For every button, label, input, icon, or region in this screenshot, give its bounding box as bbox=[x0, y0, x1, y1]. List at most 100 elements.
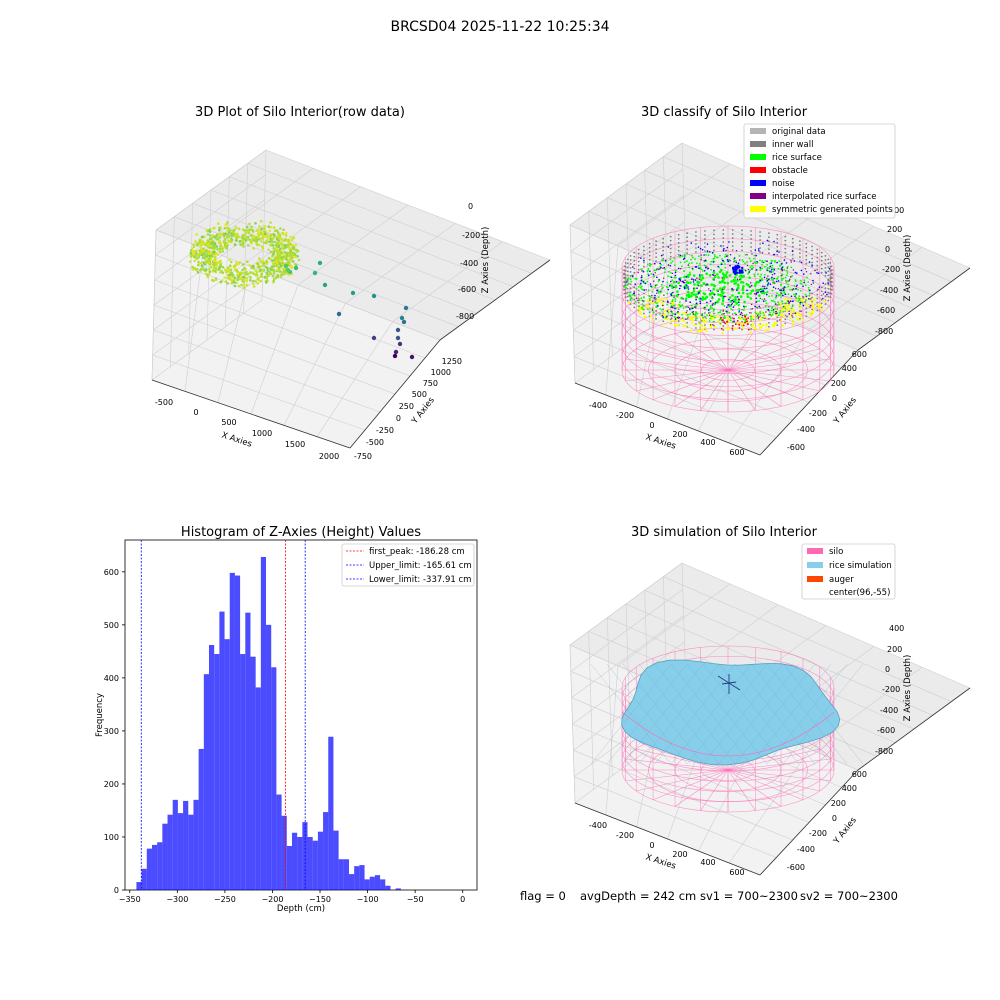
raw-point bbox=[279, 251, 283, 254]
noise-point bbox=[760, 291, 762, 293]
simulation-x-tick: 600 bbox=[729, 868, 744, 877]
raw-point bbox=[272, 279, 276, 283]
interpolated-point bbox=[790, 259, 792, 261]
interpolated-point bbox=[791, 315, 793, 317]
raw-point bbox=[218, 229, 221, 232]
interpolated-point bbox=[810, 283, 812, 286]
histogram-bar bbox=[203, 674, 209, 890]
inner-wall-point bbox=[731, 249, 734, 251]
raw-point bbox=[233, 268, 237, 271]
raw-point bbox=[236, 276, 240, 279]
inner-wall-point bbox=[626, 270, 629, 273]
rice-surface-point bbox=[780, 296, 782, 298]
rice-surface-point bbox=[706, 314, 708, 316]
rice-surface-point bbox=[696, 312, 699, 315]
noise-point bbox=[783, 259, 786, 261]
interpolated-point bbox=[695, 305, 697, 307]
rice-surface-point bbox=[674, 316, 677, 319]
raw-point bbox=[223, 238, 227, 242]
raw-point bbox=[242, 286, 246, 289]
raw-point bbox=[278, 254, 282, 257]
noise-point bbox=[782, 294, 784, 297]
inner-wall-point bbox=[637, 301, 640, 304]
raw-point bbox=[350, 290, 356, 296]
classify-plot-z-ticks: 400 200 0 -200 -400 -600 -800 bbox=[875, 206, 904, 336]
noise-point bbox=[670, 294, 673, 297]
histogram-bar bbox=[209, 645, 215, 890]
raw-point bbox=[208, 259, 211, 263]
rice-surface-point bbox=[771, 306, 774, 309]
histogram-legend-frame bbox=[341, 543, 475, 587]
noise-point bbox=[711, 304, 714, 306]
raw-point bbox=[249, 276, 252, 279]
interpolated-point bbox=[656, 268, 658, 270]
rice-surface-point bbox=[721, 279, 724, 283]
rice-surface-point bbox=[690, 292, 693, 295]
rice-surface-point bbox=[724, 317, 726, 319]
noise-point bbox=[776, 261, 778, 264]
raw-point bbox=[228, 268, 231, 271]
rice-surface-point bbox=[749, 292, 752, 295]
raw-point bbox=[197, 260, 200, 264]
histogram-bar bbox=[188, 814, 194, 890]
symmetric-point bbox=[645, 305, 648, 308]
inner-wall-point bbox=[637, 256, 640, 259]
symmetric-point bbox=[689, 317, 693, 321]
noise-point bbox=[699, 247, 702, 250]
raw-point bbox=[226, 229, 229, 232]
rice-surface-point bbox=[709, 317, 712, 320]
interpolated-point bbox=[750, 303, 753, 306]
noise-point bbox=[767, 284, 769, 286]
inner-wall-point bbox=[827, 274, 830, 277]
rice-surface-point bbox=[797, 300, 800, 302]
interpolated-point bbox=[656, 292, 658, 294]
raw-point bbox=[286, 252, 289, 255]
rice-surface-point bbox=[701, 276, 705, 280]
raw-point bbox=[241, 268, 244, 272]
grid-line bbox=[569, 562, 683, 646]
noise-point bbox=[816, 272, 818, 274]
interpolated-point bbox=[740, 311, 743, 314]
interpolated-point bbox=[691, 267, 693, 270]
inner-wall-point bbox=[799, 252, 801, 255]
raw-point bbox=[267, 225, 271, 228]
inner-wall-point bbox=[704, 324, 706, 326]
noise-point bbox=[769, 270, 771, 273]
interpolated-point bbox=[751, 253, 753, 255]
raw-point bbox=[279, 275, 283, 279]
rice-surface-point bbox=[761, 263, 763, 266]
inner-wall-point bbox=[750, 230, 752, 232]
symmetric-point bbox=[784, 298, 787, 301]
z-axis-line bbox=[857, 687, 971, 771]
symmetric-point bbox=[643, 315, 646, 318]
inner-wall-point bbox=[695, 243, 697, 245]
raw-point bbox=[271, 259, 274, 263]
silo-floor-ring bbox=[674, 348, 782, 392]
symmetric-point bbox=[750, 324, 754, 328]
rice-surface-point bbox=[629, 297, 632, 300]
rice-mesh-line bbox=[622, 663, 704, 765]
interpolated-point bbox=[732, 288, 734, 291]
silo-floor-ring bbox=[648, 338, 808, 402]
interpolated-point bbox=[636, 297, 638, 299]
inner-wall-point bbox=[643, 253, 645, 256]
symmetric-point bbox=[758, 323, 761, 327]
inner-wall-point bbox=[827, 283, 830, 286]
raw-point bbox=[199, 246, 203, 250]
grid-line bbox=[569, 142, 683, 226]
rice-surface-point bbox=[659, 308, 661, 310]
noise-point bbox=[799, 301, 802, 304]
rice-surface-point bbox=[730, 308, 732, 310]
noise-point bbox=[800, 261, 803, 264]
legend-label: interpolated rice surface bbox=[772, 192, 877, 202]
noise-point bbox=[695, 266, 698, 268]
inner-wall-point bbox=[722, 229, 725, 231]
raw-point bbox=[204, 261, 208, 264]
interpolated-point bbox=[752, 262, 754, 265]
interpolated-point bbox=[751, 268, 753, 270]
noise-point bbox=[720, 245, 722, 247]
inner-wall-point bbox=[805, 307, 808, 310]
raw-point bbox=[212, 250, 216, 254]
simulation-x-tick: 0 bbox=[649, 841, 654, 850]
raw-point bbox=[248, 222, 251, 226]
